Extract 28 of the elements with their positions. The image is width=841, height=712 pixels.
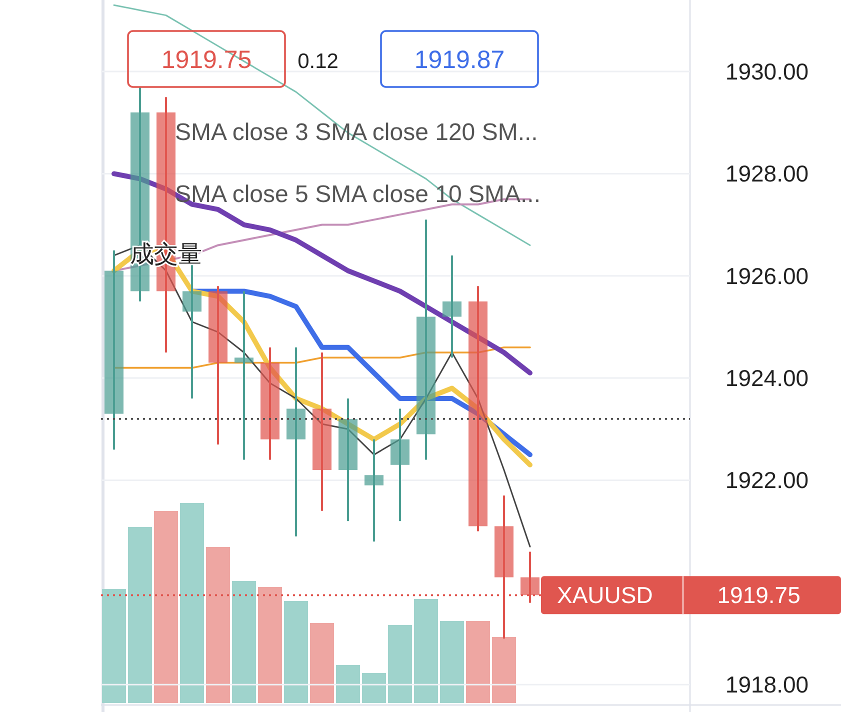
bar	[232, 581, 256, 703]
y-tick-label: 1924.00	[725, 365, 809, 392]
bar	[440, 621, 464, 703]
y-tick-label: 1918.00	[725, 672, 809, 698]
bar	[414, 599, 438, 703]
y-tick-label: 1926.00	[725, 262, 809, 289]
annotation: 0.12	[298, 50, 338, 73]
bar	[206, 547, 230, 703]
candlestick	[364, 438, 384, 543]
bar	[102, 589, 126, 703]
y-tick-label: 1930.00	[725, 58, 809, 85]
bar	[128, 527, 152, 703]
bar	[310, 623, 334, 703]
bar	[284, 601, 308, 703]
ref-line-label: XAUUSD 1919.75	[557, 582, 800, 608]
bar	[180, 503, 204, 703]
candlestick	[234, 290, 254, 461]
bar	[154, 511, 178, 703]
y-tick-label: 1928.00	[725, 160, 809, 187]
bar	[362, 673, 386, 703]
bar	[466, 621, 490, 703]
bar	[258, 587, 282, 703]
bar	[492, 637, 516, 703]
bar	[336, 665, 360, 703]
y-tick-label: 1922.00	[725, 467, 809, 494]
bar	[388, 625, 412, 703]
candlestick	[442, 254, 462, 359]
annotation: 1919.87	[414, 46, 505, 74]
